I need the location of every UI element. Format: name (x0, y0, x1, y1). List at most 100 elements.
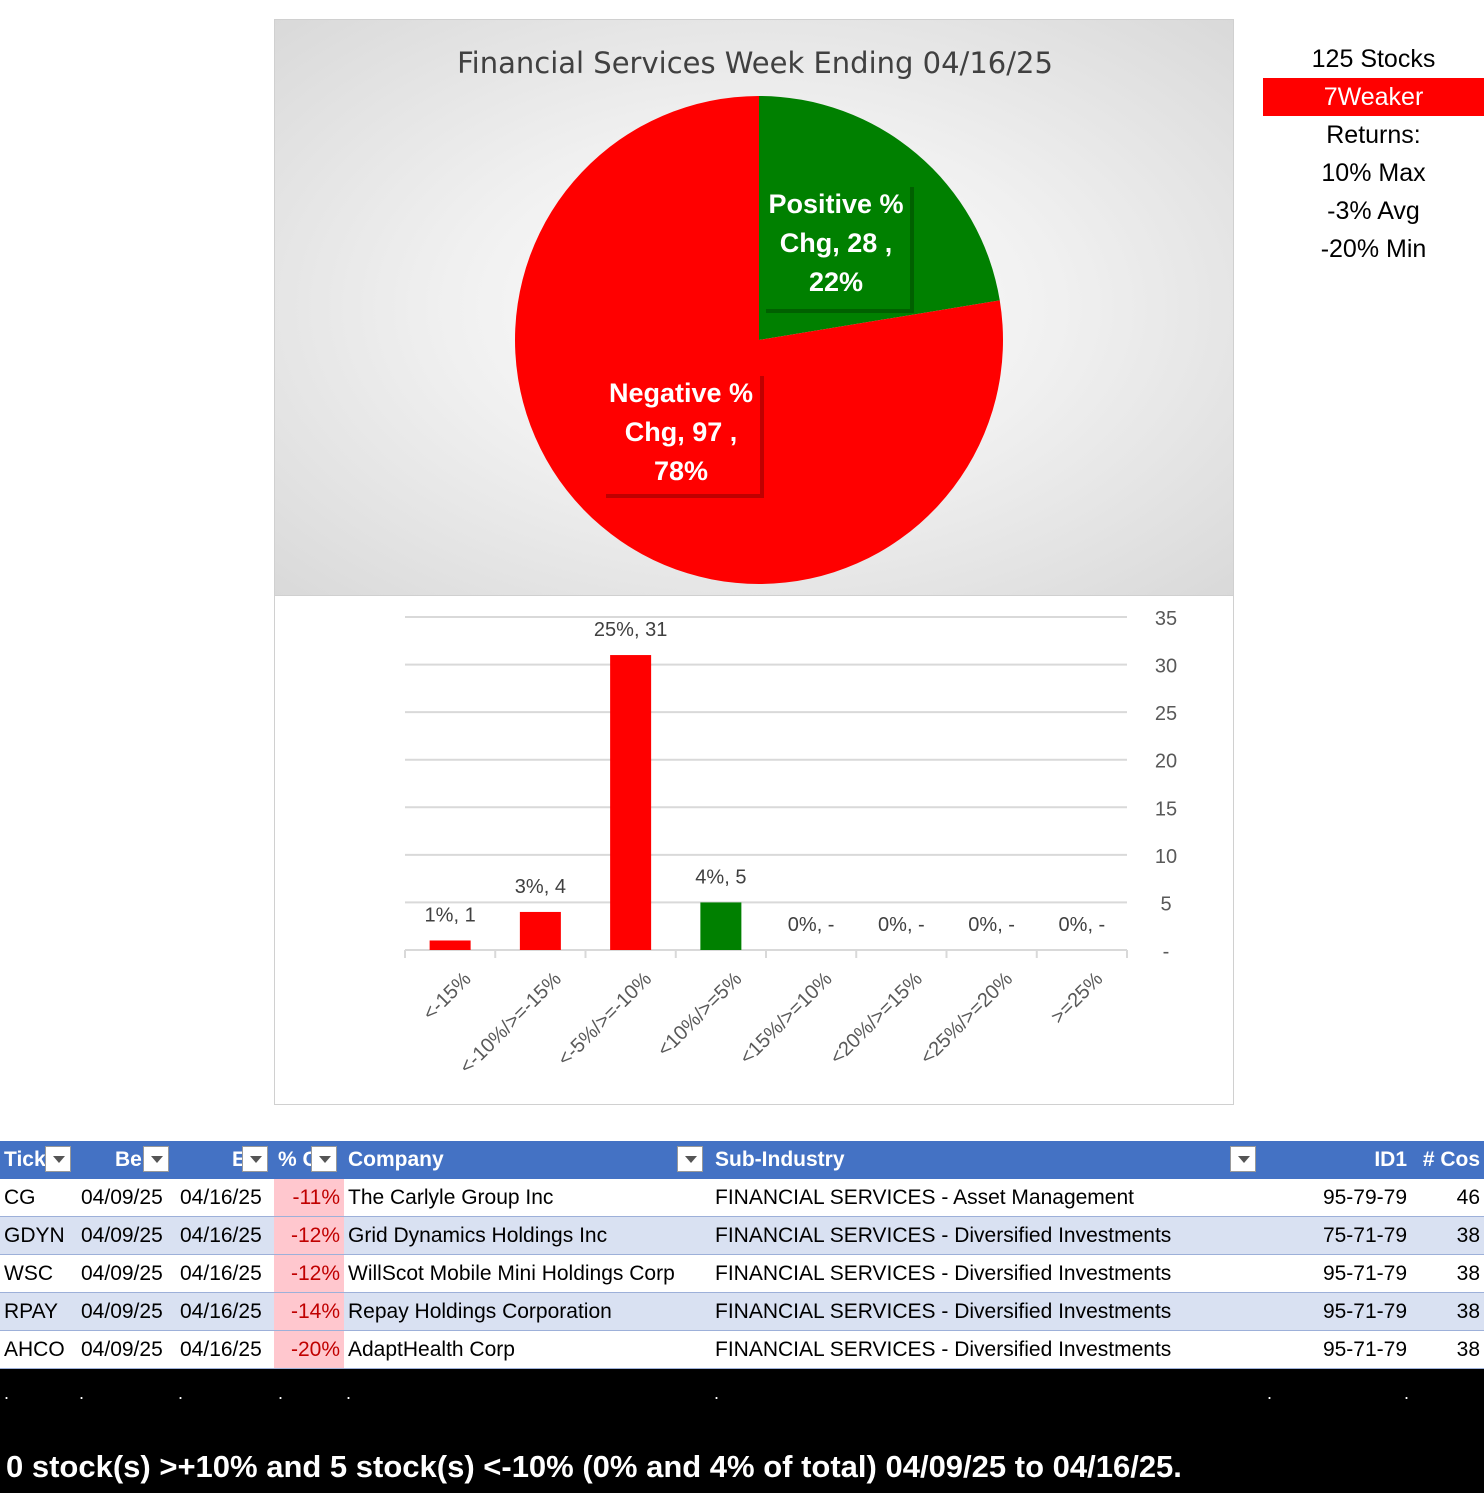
table-row[interactable]: CG 04/09/25 04/16/25 -11% The Carlyle Group … (0, 1179, 1484, 1217)
bar-data-label: 25%, 31 (594, 619, 667, 641)
pct-change-cell[interactable]: -12% (274, 1254, 344, 1293)
filter-dropdown-icon[interactable] (45, 1146, 71, 1172)
num-cos-cell[interactable]: 38 (1411, 1292, 1484, 1331)
table-row[interactable]: RPAY 04/09/25 04/16/25 -14% Repay Holdings C… (0, 1292, 1484, 1331)
end-date-cell[interactable]: 04/16/25 (176, 1254, 274, 1293)
header-sub-industry[interactable]: Sub-Industry (711, 1141, 1269, 1179)
filter-dropdown-icon[interactable] (677, 1146, 703, 1172)
id1-cell[interactable]: 95-79-79 (1269, 1179, 1411, 1217)
begin-date-cell[interactable]: 04/09/25 (77, 1254, 176, 1293)
begin-date-cell[interactable]: 04/09/25 (77, 1216, 176, 1255)
pie-chart-title: Financial Services Week Ending 04/16/25 (457, 46, 1053, 80)
pct-change-cell[interactable]: -14% (274, 1292, 344, 1331)
id1-cell[interactable]: 95-71-79 (1269, 1292, 1411, 1331)
table-row[interactable]: GDYN 04/09/25 04/16/25 -12% Grid Dynamics Ho… (0, 1216, 1484, 1255)
stats-panel: 125 Stocks 7Weaker Returns: 10% Max -3% … (1263, 40, 1484, 268)
sub-industry-cell[interactable]: FINANCIAL SERVICES - Diversified Investm… (711, 1330, 1269, 1369)
company-cell[interactable]: WillScot Mobile Mini Holdings Corp (344, 1254, 711, 1293)
header-pct-change[interactable]: % C (274, 1141, 344, 1179)
pie-label-positive-line: 22% (809, 267, 863, 297)
company-cell[interactable]: AdaptHealth Corp (344, 1330, 711, 1369)
sub-industry-cell[interactable]: FINANCIAL SERVICES - Diversified Investm… (711, 1216, 1269, 1255)
header-id1-label: ID1 (1374, 1148, 1407, 1171)
end-date-cell[interactable]: 04/16/25 (176, 1179, 274, 1217)
bar-chart-panel: -5 10 15 20 25 30 35 1%, 1 <-15% 3%, 4 <-10%/>=-15… (274, 596, 1234, 1105)
company-cell[interactable]: Repay Holdings Corporation (344, 1292, 711, 1331)
y-tick-label: - (1163, 941, 1170, 963)
sub-industry-cell[interactable]: FINANCIAL SERVICES - Asset Management (711, 1179, 1269, 1217)
returns-label: Returns: (1326, 121, 1421, 149)
pct-change-cell[interactable]: -12% (274, 1216, 344, 1255)
header-begin-label: Be (115, 1148, 142, 1171)
num-cos-cell[interactable]: 46 (1411, 1179, 1484, 1217)
x-category-label: <20%/>=15% (826, 968, 927, 1069)
sub-industry-cell[interactable]: FINANCIAL SERVICES - Diversified Investm… (711, 1254, 1269, 1293)
table-row[interactable]: WSC 04/09/25 04/16/25 -12% WillScot Mobile M… (0, 1254, 1484, 1293)
x-category-label: <-15% (419, 968, 476, 1025)
bar (610, 655, 652, 950)
header-num-cos-label: # Cos (1422, 1148, 1480, 1171)
table-row[interactable]: AHCO 04/09/25 04/16/25 -20% AdaptHealth Corp… (0, 1330, 1484, 1369)
id1-cell[interactable]: 95-71-79 (1269, 1254, 1411, 1293)
id1-cell[interactable]: 75-71-79 (1269, 1216, 1411, 1255)
filter-dropdown-icon[interactable] (1230, 1146, 1256, 1172)
end-date-cell[interactable]: 04/16/25 (176, 1216, 274, 1255)
num-cos-cell[interactable]: 38 (1411, 1254, 1484, 1293)
bar-data-label: 0%, - (788, 914, 835, 936)
footer-summary: 0 stock(s) >+10% and 5 stock(s) <-10% (0… (6, 1449, 1182, 1484)
header-end-date[interactable]: E (176, 1141, 274, 1179)
pie-label-box-negative (602, 372, 760, 494)
end-date-cell[interactable]: 04/16/25 (176, 1330, 274, 1369)
bar-data-label: 3%, 4 (515, 876, 566, 898)
pie-chart-panel: Financial Services Week Ending 04/16/25 … (274, 19, 1234, 596)
table-body: CG 04/09/25 04/16/25 -11% The Carlyle Group … (0, 1179, 1484, 1369)
ticker-cell[interactable]: GDYN (0, 1216, 77, 1255)
pie-label-box-positive (762, 183, 910, 309)
pct-change-cell[interactable]: -11% (274, 1179, 344, 1217)
begin-date-cell[interactable]: 04/09/25 (77, 1179, 176, 1217)
company-cell[interactable]: The Carlyle Group Inc (344, 1179, 711, 1217)
pie-label-positive-line: Chg, 28 , (780, 228, 893, 258)
header-company[interactable]: Company (344, 1141, 711, 1179)
header-num-cos[interactable]: # Cos (1411, 1141, 1484, 1179)
id1-cell[interactable]: 95-71-79 (1269, 1330, 1411, 1369)
x-category-label: <15%/>=10% (736, 968, 837, 1069)
returns-min: -20% Min (1320, 235, 1427, 263)
pie-chart-svg: Positive % Chg, 28 , 22% Negative % Chg, 97 … (515, 96, 1003, 584)
begin-date-cell[interactable]: 04/09/25 (77, 1292, 176, 1331)
header-company-label: Company (348, 1148, 444, 1171)
num-cos-cell[interactable]: 38 (1411, 1216, 1484, 1255)
y-tick-label: 5 (1160, 893, 1171, 915)
filter-dropdown-icon[interactable] (311, 1146, 337, 1172)
returns-max: 10% Max (1321, 159, 1426, 187)
y-tick-label: 35 (1155, 608, 1177, 630)
header-ticker-label: Tick (4, 1148, 46, 1171)
header-begin-date[interactable]: Be (77, 1141, 176, 1179)
pie-label-negative-line: Negative % (609, 378, 753, 408)
returns-avg: -3% Avg (1327, 197, 1420, 225)
y-tick-label: 10 (1155, 846, 1177, 868)
pct-change-cell[interactable]: -20% (274, 1330, 344, 1369)
sub-industry-cell[interactable]: FINANCIAL SERVICES - Diversified Investm… (711, 1292, 1269, 1331)
ticker-cell[interactable]: AHCO (0, 1330, 77, 1369)
pie-label-negative-line: Chg, 97 , (625, 417, 738, 447)
filter-dropdown-icon[interactable] (143, 1146, 169, 1172)
ticker-cell[interactable]: CG (0, 1179, 77, 1217)
stocks-table: Tick Be E % C Company Sub-Industry ID1 #… (0, 1141, 1484, 1369)
pie-label-positive-line: Positive % (768, 189, 903, 219)
y-tick-label: 20 (1155, 751, 1177, 773)
ticker-cell[interactable]: RPAY (0, 1292, 77, 1331)
footer-dot: . (346, 1383, 352, 1403)
begin-date-cell[interactable]: 04/09/25 (77, 1330, 176, 1369)
num-cos-cell[interactable]: 38 (1411, 1330, 1484, 1369)
end-date-cell[interactable]: 04/16/25 (176, 1292, 274, 1331)
header-ticker[interactable]: Tick (0, 1141, 77, 1179)
stocks-count: 125 Stocks (1311, 45, 1436, 73)
company-cell[interactable]: Grid Dynamics Holdings Inc (344, 1216, 711, 1255)
footer-dot: . (1404, 1383, 1410, 1403)
header-id1[interactable]: ID1 (1269, 1141, 1411, 1179)
weaker-badge: 7Weaker (1263, 78, 1484, 116)
filter-dropdown-icon[interactable] (242, 1146, 268, 1172)
footer-dot: . (278, 1383, 284, 1403)
ticker-cell[interactable]: WSC (0, 1254, 77, 1293)
